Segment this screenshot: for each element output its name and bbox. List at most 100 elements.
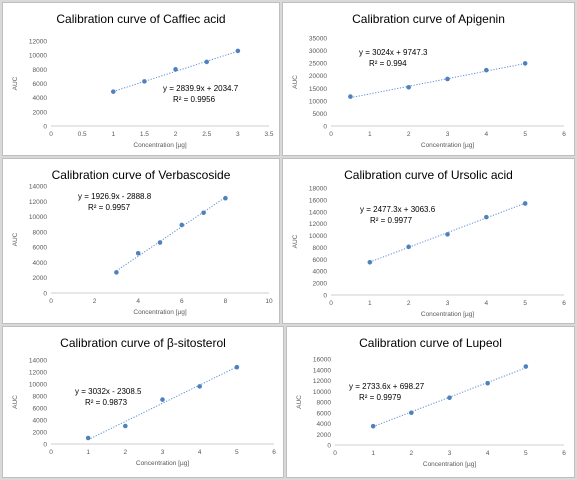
x-axis-label: Concentration [µg] xyxy=(421,142,474,149)
data-point xyxy=(409,410,414,416)
y-tick-label: 0 xyxy=(43,291,47,298)
y-tick-label: 16000 xyxy=(313,357,331,364)
chart-title: Calibration curve of β-sitosterol xyxy=(60,336,226,350)
x-axis-label: Concentration [µg] xyxy=(423,461,476,468)
x-tick-label: 1 xyxy=(368,300,372,307)
y-tick-label: 18000 xyxy=(309,186,327,193)
x-tick-label: 1.5 xyxy=(140,131,149,138)
chart-panel-apigenin: Calibration curve of Apigenin 0 5000 10000 1… xyxy=(282,2,575,156)
y-tick-label: 4000 xyxy=(33,260,48,267)
data-point xyxy=(445,232,450,237)
chart-title: Calibration curve of Apigenin xyxy=(352,12,505,26)
x-tick-label: 1 xyxy=(368,131,372,138)
trendline-equation: y = 2477.3x + 3063.6 xyxy=(360,205,436,214)
y-tick-label: 4000 xyxy=(33,95,48,102)
x-axis-label: Concentration [µg] xyxy=(133,309,186,316)
x-tick-label: 3 xyxy=(236,131,240,138)
y-tick-label: 8000 xyxy=(33,67,48,74)
x-tick-label: 4 xyxy=(485,300,489,307)
x-tick-label: 3.5 xyxy=(264,131,273,138)
y-tick-label: 10000 xyxy=(309,233,327,240)
x-tick-label: 0.5 xyxy=(78,131,87,138)
y-tick-label: 6000 xyxy=(33,245,48,252)
data-point xyxy=(445,76,450,82)
data-point xyxy=(348,94,353,99)
y-axis-label: AUC xyxy=(12,76,19,90)
x-tick-label: 5 xyxy=(235,449,239,456)
data-point xyxy=(234,364,240,370)
data-point xyxy=(522,61,528,66)
y-tick-label: 0 xyxy=(327,443,331,450)
y-tick-label: 6000 xyxy=(317,410,332,417)
data-point xyxy=(142,79,147,84)
data-point xyxy=(179,222,185,228)
y-tick-label: 2000 xyxy=(33,275,48,282)
data-point xyxy=(135,250,141,256)
data-point xyxy=(110,89,116,94)
y-tick-label: 14000 xyxy=(309,209,327,216)
chart-beta-sitosterol: Calibration curve of β-sitosterol0200040… xyxy=(12,336,276,467)
data-point xyxy=(85,435,91,441)
x-tick-label: 5 xyxy=(524,450,528,457)
data-point xyxy=(367,260,373,265)
x-tick-label: 4 xyxy=(485,131,489,138)
data-point xyxy=(223,195,228,201)
x-tick-label: 3 xyxy=(446,131,450,138)
r-squared-label: R² = 0.9957 xyxy=(88,203,131,212)
data-point xyxy=(370,423,376,429)
y-tick-label: 10000 xyxy=(29,53,47,60)
chart-ursolic-acid: Calibration curve of Ursolic acid0200040… xyxy=(292,168,566,318)
data-point xyxy=(522,201,528,206)
data-point xyxy=(123,423,128,429)
data-point xyxy=(197,384,202,389)
y-tick-label: 8000 xyxy=(33,229,48,236)
x-axis-label: Concentration [µg] xyxy=(133,142,186,149)
chart-lupeol: Calibration curve of Lupeol 0 2000 4000 6000… xyxy=(296,336,566,468)
chart-panel-beta-sitosterol: Calibration curve of β-sitosterol 0 2000 40… xyxy=(2,326,284,478)
x-tick-label: 0 xyxy=(49,131,53,138)
y-tick-label: 14000 xyxy=(29,184,47,191)
x-tick-label: 3 xyxy=(446,300,450,307)
y-tick-label: 15000 xyxy=(309,86,327,93)
y-tick-label: 10000 xyxy=(309,98,327,105)
x-tick-label: 6 xyxy=(562,450,566,457)
x-tick-label: 2 xyxy=(93,298,97,305)
data-point xyxy=(160,397,165,402)
x-tick-label: 1 xyxy=(371,450,375,457)
chart-title: Calibration curve of Verbascoside xyxy=(52,168,231,182)
x-axis-label: Concentration [µg] xyxy=(421,311,474,318)
y-tick-label: 2000 xyxy=(317,432,332,439)
x-tick-label: 6 xyxy=(562,300,566,307)
data-point xyxy=(114,270,119,275)
chart-caffeic-acid: Calibration curve of Caffiec acid 0 2000 40… xyxy=(12,12,274,149)
chart-panel-caffeic-acid: Calibration curve of Caffiec acid 0 2000 40… xyxy=(2,2,280,156)
y-tick-label: 35000 xyxy=(309,36,327,43)
trendline-equation: y = 1926.9x - 2888.8 xyxy=(78,192,152,201)
y-tick-label: 10000 xyxy=(29,214,47,221)
y-axis-label: AUC xyxy=(292,234,299,248)
y-tick-label: 8000 xyxy=(317,400,332,407)
y-tick-label: 14000 xyxy=(29,358,47,365)
x-tick-label: 5 xyxy=(523,300,527,307)
trendline-equation: y = 2839.9x + 2034.7 xyxy=(163,84,239,93)
chart-title: Calibration curve of Ursolic acid xyxy=(344,168,513,182)
trendline xyxy=(116,196,226,272)
chart-title: Calibration curve of Caffiec acid xyxy=(56,12,225,26)
chart-apigenin: Calibration curve of Apigenin 0 5000 10000 1… xyxy=(292,12,566,149)
x-tick-label: 3 xyxy=(448,450,452,457)
x-tick-label: 4 xyxy=(198,449,202,456)
y-tick-label: 12000 xyxy=(309,221,327,228)
x-tick-label: 1 xyxy=(86,449,90,456)
data-point xyxy=(484,214,489,220)
chart-verbascoside: Calibration curve of Verbascoside 0 2000 40… xyxy=(12,168,273,316)
chart-title: Calibration curve of Lupeol xyxy=(359,336,502,350)
y-tick-label: 25000 xyxy=(309,61,327,68)
y-tick-label: 20000 xyxy=(309,73,327,80)
y-tick-label: 0 xyxy=(43,124,47,131)
x-tick-label: 6 xyxy=(180,298,184,305)
y-tick-label: 14000 xyxy=(313,367,331,374)
y-tick-label: 0 xyxy=(43,442,47,449)
x-tick-label: 0 xyxy=(49,298,53,305)
trendline-equation: y = 3032x - 2308.5 xyxy=(75,387,142,396)
r-squared-label: R² = 0.9977 xyxy=(370,216,413,225)
